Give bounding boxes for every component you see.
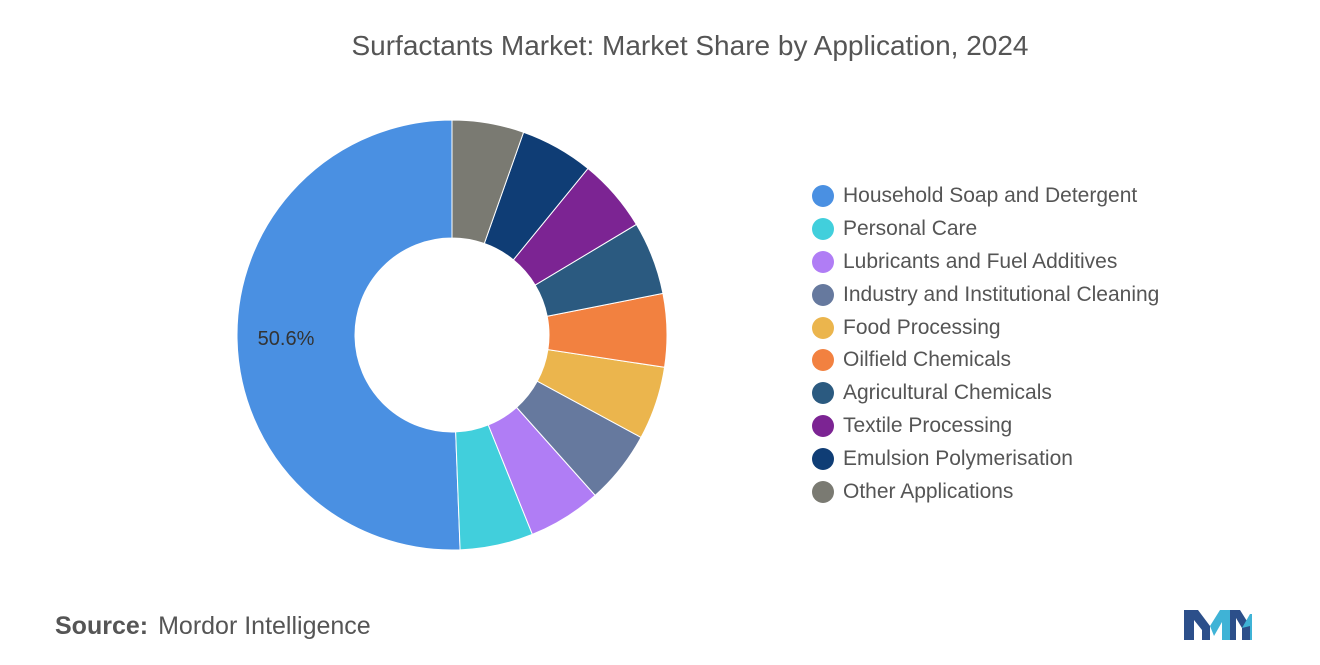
legend-label: Food Processing — [843, 315, 1001, 339]
chart-title: Surfactants Market: Market Share by Appl… — [351, 30, 1029, 61]
legend-swatch — [812, 250, 834, 273]
legend-swatch — [812, 283, 834, 306]
legend-item-other-applications: Other Applications — [812, 475, 1159, 508]
legend-label: Agricultural Chemicals — [843, 381, 1052, 405]
slice-household-soap-and-detergent — [236, 119, 461, 551]
data-labels: 50.6% — [258, 328, 315, 350]
legend-item-lubricants-and-fuel-additives: Lubricants and Fuel Additives — [812, 246, 1159, 279]
mordor-intelligence-logo — [1184, 610, 1252, 640]
legend-item-emulsion-polymerisation: Emulsion Polymerisation — [812, 442, 1159, 475]
donut-slices — [236, 119, 668, 551]
legend-swatch — [812, 185, 834, 208]
slice-emulsion-polymerisation — [483, 131, 589, 261]
legend-item-food-processing: Food Processing — [812, 311, 1159, 344]
legend-label: Emulsion Polymerisation — [843, 446, 1073, 470]
legend-swatch — [812, 382, 834, 405]
slice-oilfield-chemicals — [546, 292, 668, 368]
data-label-household-soap-and-detergent: 50.6% — [258, 328, 315, 350]
legend-item-personal-care: Personal Care — [812, 213, 1159, 246]
slice-other-applications — [451, 119, 525, 245]
slice-agricultural-chemicals — [534, 223, 664, 317]
legend-swatch — [812, 349, 834, 372]
legend-label: Lubricants and Fuel Additives — [843, 249, 1118, 273]
legend-label: Industry and Institutional Cleaning — [843, 282, 1160, 306]
legend-label: Personal Care — [843, 217, 978, 241]
legend-item-agricultural-chemicals: Agricultural Chemicals — [812, 377, 1159, 410]
legend-swatch — [812, 447, 834, 470]
slice-lubricants-and-fuel-additives — [487, 406, 596, 536]
legend-label: Household Soap and Detergent — [843, 184, 1138, 208]
slice-food-processing — [536, 349, 666, 439]
slice-textile-processing — [512, 167, 638, 286]
legend-swatch — [812, 316, 834, 339]
legend-label: Oilfield Chemicals — [843, 348, 1012, 372]
source-label: Source: — [55, 612, 149, 640]
legend-swatch — [812, 414, 834, 437]
legend-swatch — [812, 480, 834, 503]
source-value: Mordor Intelligence — [158, 612, 371, 640]
legend-label: Textile Processing — [843, 413, 1013, 437]
legend-item-oilfield-chemicals: Oilfield Chemicals — [812, 344, 1159, 377]
slice-personal-care — [455, 424, 534, 551]
chart-legend: Household Soap and Detergent Personal Car… — [812, 180, 1159, 508]
legend-item-industry-and-institutional-cleaning: Industry and Institutional Cleaning — [812, 278, 1159, 311]
source-note: Source: Mordor Intelligence — [55, 612, 371, 641]
slice-industry-and-institutional-cleaning — [515, 380, 642, 497]
legend-item-textile-processing: Textile Processing — [812, 410, 1159, 443]
legend-label: Other Applications — [843, 479, 1014, 503]
legend-item-household-soap-and-detergent: Household Soap and Detergent — [812, 180, 1159, 213]
legend-swatch — [812, 218, 834, 241]
